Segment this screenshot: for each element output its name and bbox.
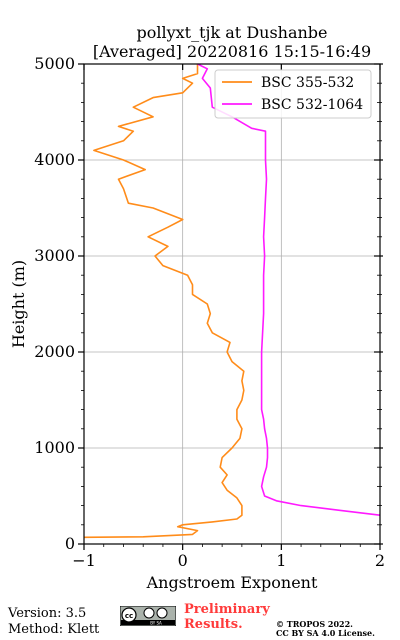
chart-title-line2: [Averaged] 20220816 15:15-16:49 [93, 42, 371, 61]
y-tick-label: 2000 [34, 342, 75, 361]
legend-box [214, 69, 372, 119]
chart-title-line1: pollyxt_tjk at Dushanbe [136, 23, 327, 42]
y-tick-label: 0 [65, 534, 75, 553]
chart: pollyxt_tjk at Dushanbe [Averaged] 20220… [9, 23, 385, 592]
series-line-bsc-355-532 [83, 64, 245, 539]
x-tick-label: 0 [178, 551, 188, 570]
x-tick-label: −1 [72, 551, 96, 570]
y-tick-label: 4000 [34, 150, 75, 169]
series-line-bsc-532-1064 [197, 63, 381, 516]
y-tick-label: 3000 [34, 246, 75, 265]
copyright-line2: CC BY SA 4.0 License. [276, 628, 375, 638]
series-group [83, 63, 381, 539]
legend-label-bsc-532-1064: BSC 532-1064 [261, 97, 363, 113]
method-label: Method: Klett [8, 622, 100, 637]
cc-badge-left: cc [125, 612, 133, 620]
cc-badge-right: BY SA [150, 621, 162, 626]
y-tick-label: 1000 [34, 438, 75, 457]
plot-frame [83, 63, 381, 545]
legend-label-bsc-355-532: BSC 355-532 [261, 75, 354, 91]
y-axis-label: Height (m) [9, 260, 28, 348]
copyright-notice: © TROPOS 2022. CC BY SA 4.0 License. [276, 620, 375, 638]
x-tick-label: 2 [375, 551, 385, 570]
preliminary-results-label: Preliminary Results. [184, 602, 270, 632]
x-tick-label: 1 [276, 551, 286, 570]
cc-by-sa-icon: cc BY SA [120, 606, 176, 626]
y-tick-label: 5000 [34, 54, 75, 73]
copyright-line1: © TROPOS 2022. [276, 619, 353, 629]
x-axis-label: Angstroem Exponent [146, 573, 318, 592]
version-label: Version: 3.5 [8, 606, 87, 621]
legend: BSC 355-532 BSC 532-1064 [214, 69, 372, 119]
